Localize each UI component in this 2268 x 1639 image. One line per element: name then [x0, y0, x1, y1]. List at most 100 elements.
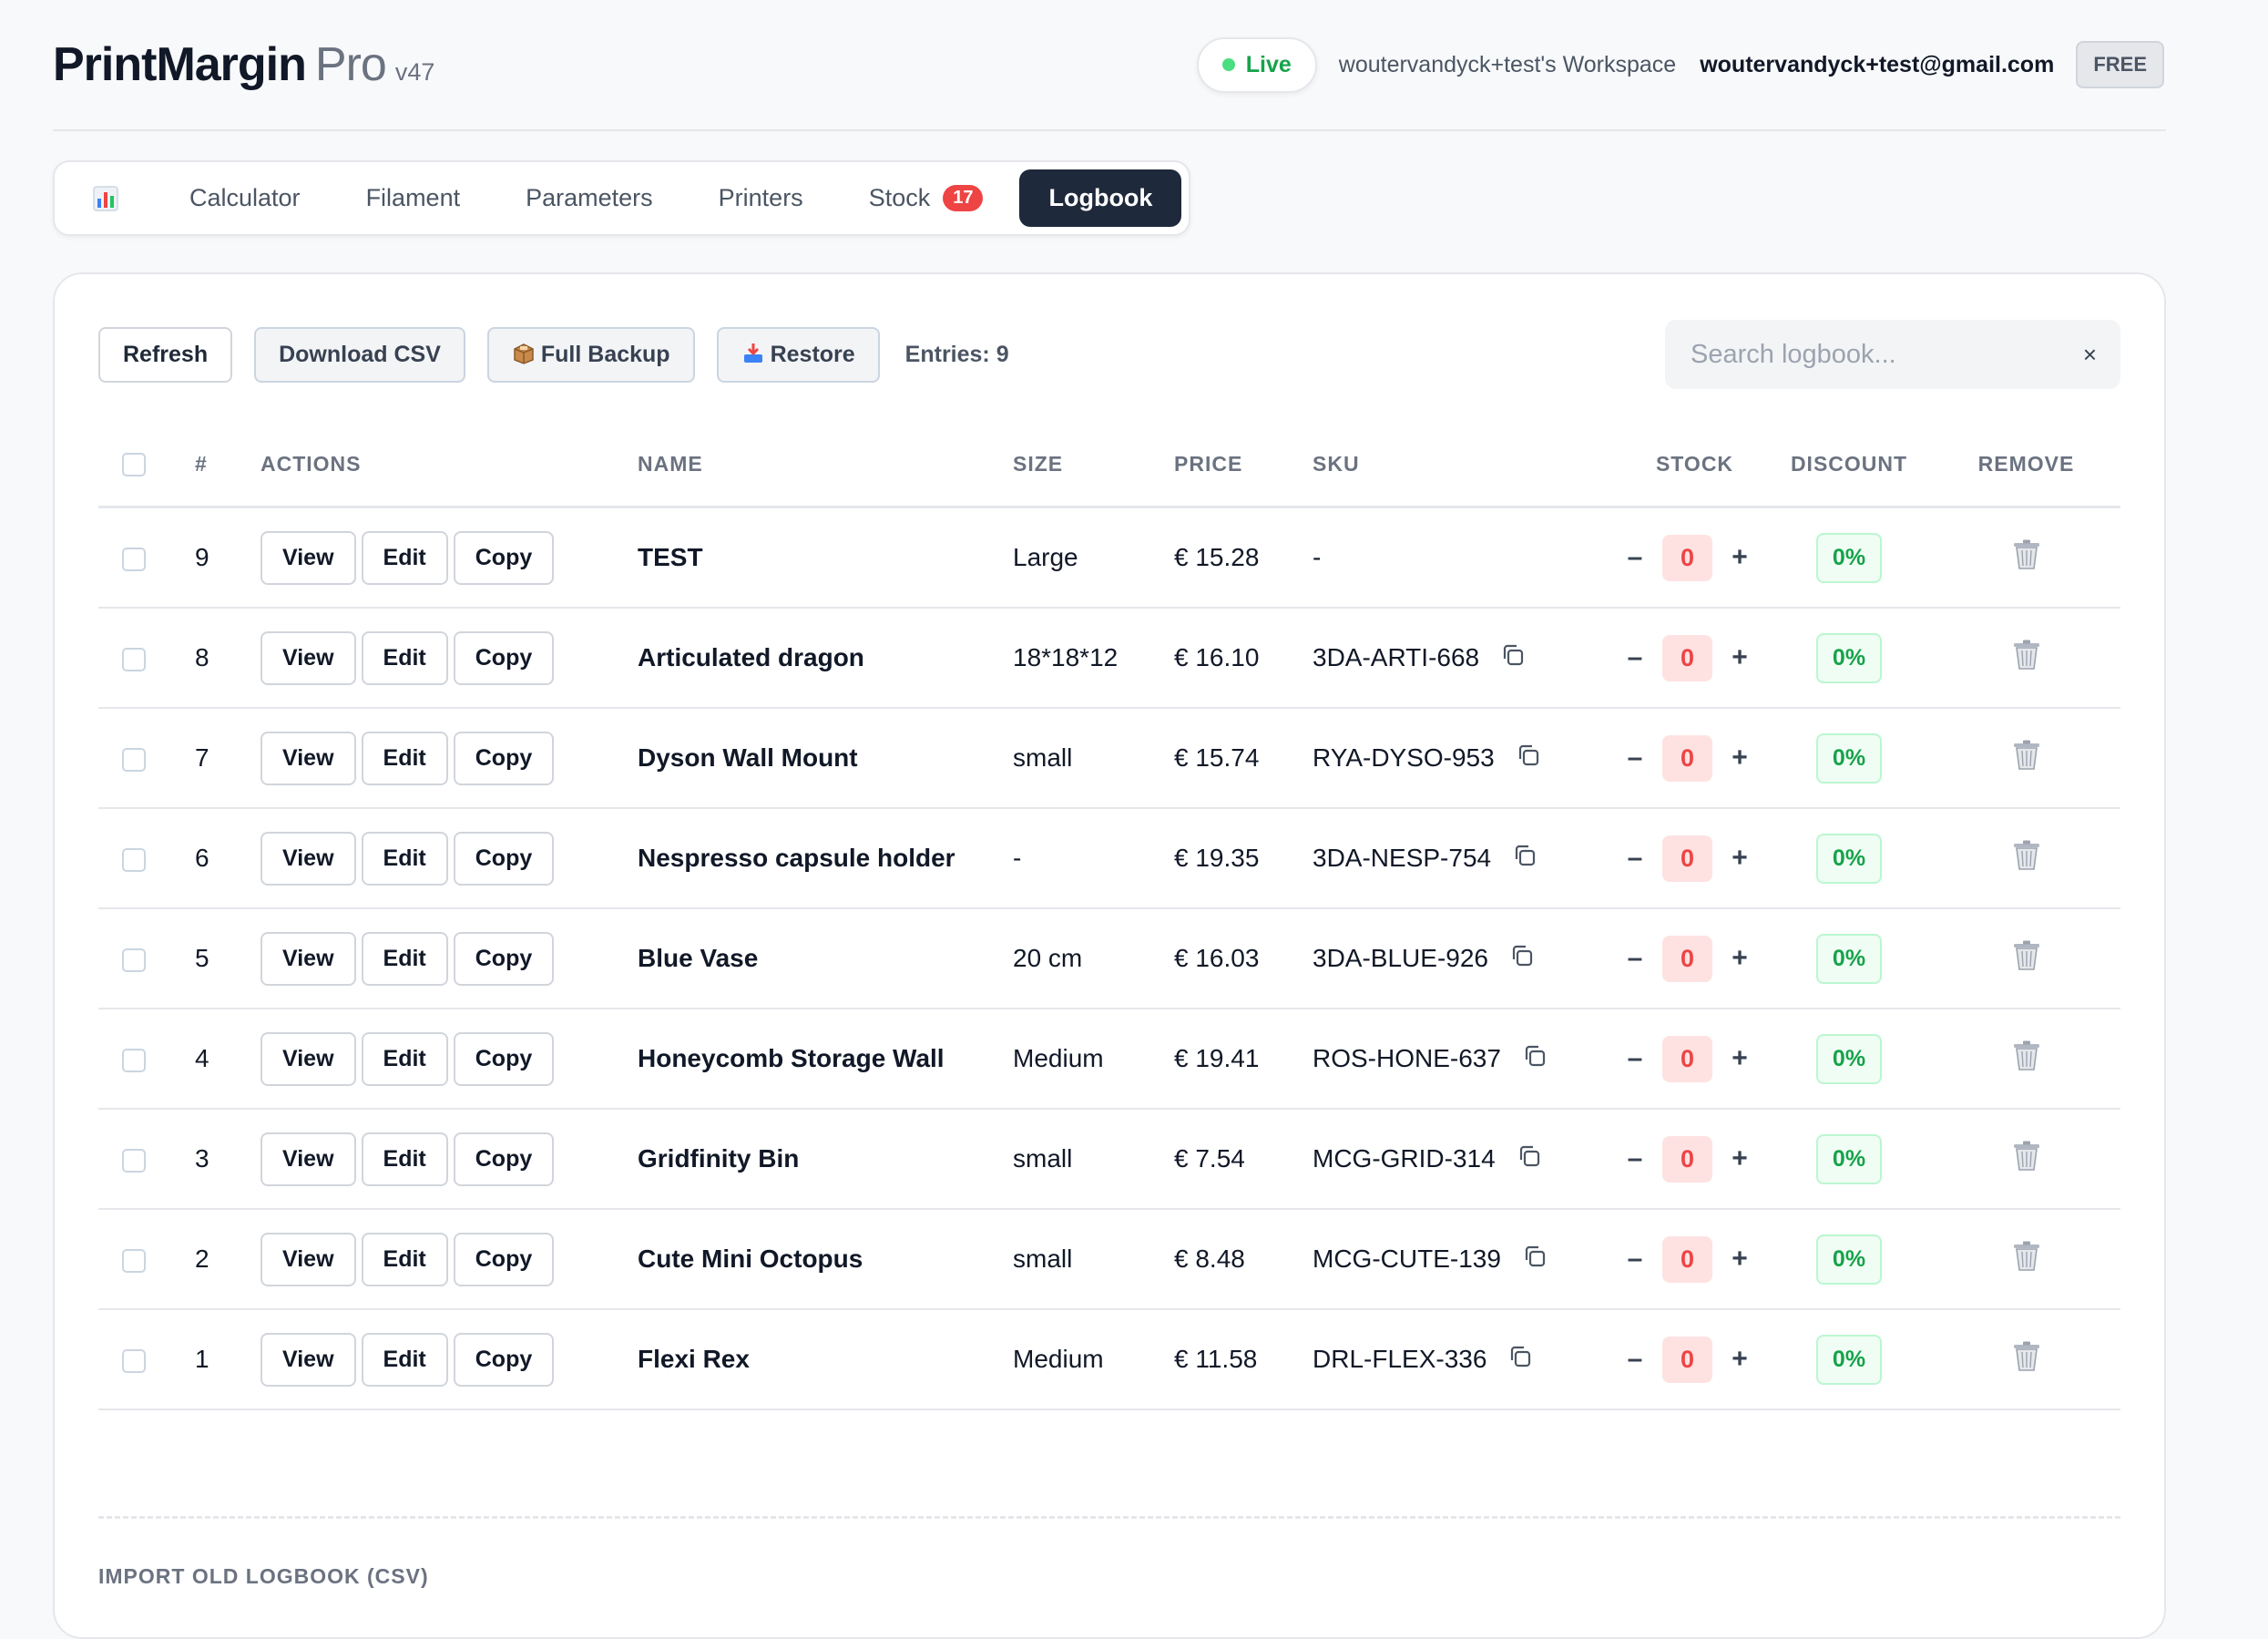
app-root: PrintMargin Pro v47 Live woutervandyck+t… [53, 0, 2166, 1639]
tab-dashboard[interactable] [62, 171, 153, 226]
copy-button[interactable]: Copy [453, 1132, 555, 1186]
stock-decrement-button[interactable]: – [1627, 943, 1643, 973]
view-button[interactable]: View [261, 931, 356, 986]
stock-decrement-button[interactable]: – [1627, 542, 1643, 572]
trash-icon[interactable] [2011, 739, 2042, 778]
stock-decrement-button[interactable]: – [1627, 1344, 1643, 1374]
row-checkbox[interactable] [122, 1348, 146, 1373]
row-checkbox[interactable] [122, 747, 146, 772]
stock-increment-button[interactable]: + [1732, 1244, 1748, 1274]
view-button[interactable]: View [261, 630, 356, 685]
copy-button[interactable]: Copy [453, 1031, 555, 1086]
trash-icon[interactable] [2011, 839, 2042, 878]
refresh-button[interactable]: Refresh [98, 326, 233, 383]
tab-parameters[interactable]: Parameters [526, 184, 653, 211]
stock-decrement-button[interactable]: – [1627, 1043, 1643, 1073]
edit-button[interactable]: Edit [361, 831, 448, 886]
discount-badge[interactable]: 0% [1815, 1234, 1883, 1285]
copy-sku-icon[interactable] [1521, 1243, 1548, 1276]
discount-badge[interactable]: 0% [1815, 833, 1883, 884]
discount-badge[interactable]: 0% [1815, 1033, 1883, 1084]
row-checkbox[interactable] [122, 1248, 146, 1273]
stock-increment-button[interactable]: + [1732, 743, 1748, 773]
tab-filament[interactable]: Filament [365, 184, 461, 211]
stock-increment-button[interactable]: + [1732, 1143, 1748, 1173]
stock-increment-button[interactable]: + [1732, 1344, 1748, 1374]
view-button[interactable]: View [261, 1232, 356, 1286]
discount-badge[interactable]: 0% [1815, 732, 1883, 784]
trash-icon[interactable] [2011, 1040, 2042, 1079]
copy-sku-icon[interactable] [1516, 1142, 1543, 1176]
copy-sku-icon[interactable] [1521, 1042, 1548, 1076]
edit-button[interactable]: Edit [361, 1332, 448, 1387]
trash-icon[interactable] [2011, 1240, 2042, 1279]
copy-sku-icon[interactable] [1515, 742, 1542, 775]
trash-icon[interactable] [2011, 939, 2042, 978]
copy-sku-icon[interactable] [1511, 842, 1538, 876]
edit-button[interactable]: Edit [361, 630, 448, 685]
tab-printers[interactable]: Printers [718, 184, 803, 211]
restore-button[interactable]: Restore [716, 326, 880, 383]
header-right: Live woutervandyck+test's Workspace wout… [1196, 36, 2164, 93]
copy-button[interactable]: Copy [453, 931, 555, 986]
row-checkbox[interactable] [122, 1148, 146, 1173]
discount-badge[interactable]: 0% [1815, 1334, 1883, 1385]
stock-increment-button[interactable]: + [1732, 642, 1748, 672]
stock-increment-button[interactable]: + [1732, 1043, 1748, 1073]
trash-icon[interactable] [2011, 639, 2042, 678]
discount-badge[interactable]: 0% [1815, 933, 1883, 984]
stock-decrement-button[interactable]: – [1627, 743, 1643, 773]
trash-icon[interactable] [2011, 1140, 2042, 1179]
stock-decrement-button[interactable]: – [1627, 1143, 1643, 1173]
view-button[interactable]: View [261, 831, 356, 886]
edit-button[interactable]: Edit [361, 1031, 448, 1086]
search-input[interactable] [1689, 338, 2083, 371]
row-remove-cell [1932, 1309, 2120, 1410]
view-button[interactable]: View [261, 1031, 356, 1086]
copy-sku-icon[interactable] [1508, 942, 1536, 976]
view-button[interactable]: View [261, 731, 356, 785]
row-remove-cell [1932, 1209, 2120, 1310]
copy-button[interactable]: Copy [453, 1332, 555, 1387]
tab-calculator[interactable]: Calculator [189, 184, 301, 211]
tab-logbook[interactable]: Logbook [1019, 169, 1182, 227]
copy-button[interactable]: Copy [453, 731, 555, 785]
edit-button[interactable]: Edit [361, 530, 448, 585]
view-button[interactable]: View [261, 1332, 356, 1387]
stock-decrement-button[interactable]: – [1627, 642, 1643, 672]
tab-stock[interactable]: Stock 17 [840, 169, 1013, 227]
edit-button[interactable]: Edit [361, 1132, 448, 1186]
discount-badge[interactable]: 0% [1815, 632, 1883, 683]
discount-badge[interactable]: 0% [1815, 1133, 1883, 1184]
trash-icon[interactable] [2011, 1340, 2042, 1379]
row-checkbox[interactable] [122, 647, 146, 671]
copy-button[interactable]: Copy [453, 1232, 555, 1286]
stock-increment-button[interactable]: + [1732, 943, 1748, 973]
discount-badge[interactable]: 0% [1815, 532, 1883, 583]
copy-sku-icon[interactable] [1499, 641, 1527, 675]
workspace-name[interactable]: woutervandyck+test's Workspace [1338, 51, 1677, 77]
row-checkbox[interactable] [122, 1048, 146, 1072]
user-email[interactable]: woutervandyck+test@gmail.com [1700, 51, 2055, 77]
clear-search-icon[interactable]: × [2082, 340, 2097, 368]
select-all-checkbox[interactable] [122, 452, 146, 476]
edit-button[interactable]: Edit [361, 931, 448, 986]
trash-icon[interactable] [2011, 538, 2042, 578]
copy-button[interactable]: Copy [453, 630, 555, 685]
stock-decrement-button[interactable]: – [1627, 1244, 1643, 1274]
full-backup-button[interactable]: Full Backup [486, 326, 695, 383]
copy-button[interactable]: Copy [453, 530, 555, 585]
row-checkbox[interactable] [122, 948, 146, 972]
download-csv-button[interactable]: Download CSV [254, 326, 465, 383]
edit-button[interactable]: Edit [361, 1232, 448, 1286]
view-button[interactable]: View [261, 1132, 356, 1186]
stock-decrement-button[interactable]: – [1627, 843, 1643, 873]
edit-button[interactable]: Edit [361, 731, 448, 785]
row-checkbox[interactable] [122, 547, 146, 571]
stock-increment-button[interactable]: + [1732, 542, 1748, 572]
view-button[interactable]: View [261, 530, 356, 585]
stock-increment-button[interactable]: + [1732, 843, 1748, 873]
copy-sku-icon[interactable] [1507, 1343, 1534, 1377]
row-checkbox[interactable] [122, 847, 146, 872]
copy-button[interactable]: Copy [453, 831, 555, 886]
